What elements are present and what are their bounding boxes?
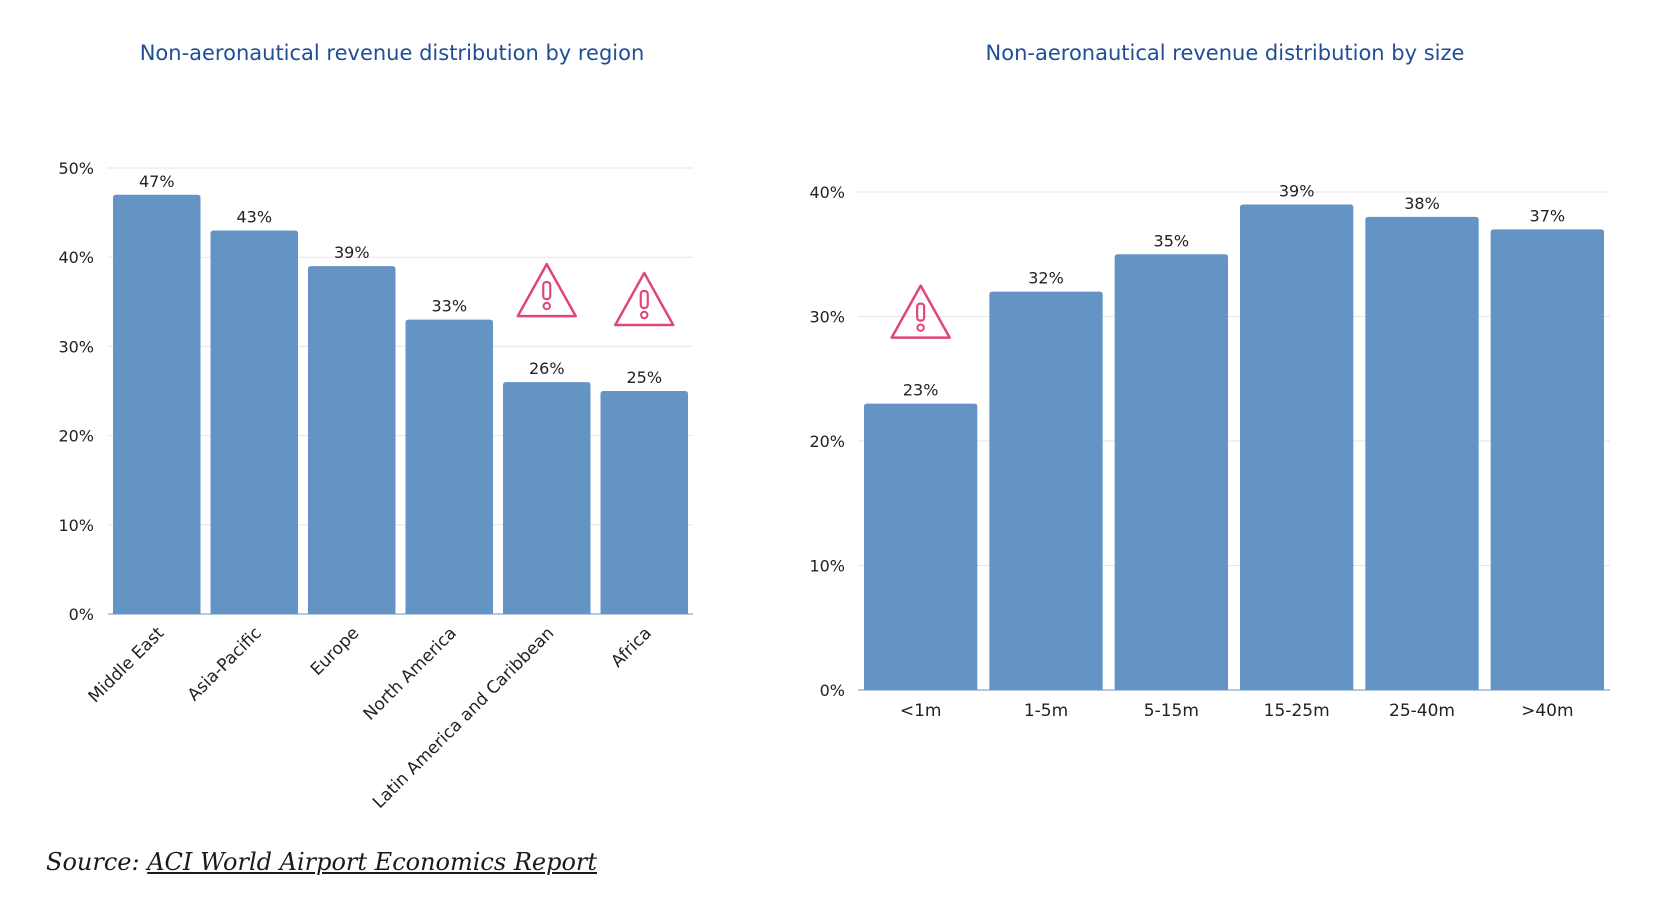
- x-tick-label: >40m: [1521, 701, 1573, 721]
- x-tick-label: Asia-Pacific: [184, 623, 266, 705]
- x-tick-label: 1-5m: [1024, 701, 1068, 721]
- bar: [210, 230, 298, 614]
- y-tick-label: 30%: [58, 337, 94, 356]
- x-tick-label: 5-15m: [1144, 701, 1199, 721]
- bar: [308, 266, 396, 614]
- y-tick-label: 0%: [820, 681, 845, 700]
- bar: [113, 194, 201, 614]
- y-tick-label: 40%: [809, 183, 845, 202]
- chart-region-title: Non-aeronautical revenue distribution by…: [140, 41, 645, 65]
- data-label: 33%: [431, 297, 467, 316]
- data-label: 47%: [139, 172, 175, 191]
- warning-triangle-icon: [516, 262, 577, 318]
- x-tick-label: Latin America and Caribbean: [369, 623, 558, 812]
- data-label: 43%: [236, 207, 272, 226]
- data-label: 35%: [1154, 231, 1190, 250]
- source-note: Source: ACI World Airport Economics Repo…: [46, 848, 597, 876]
- y-tick-label: 20%: [809, 432, 845, 451]
- bar: [405, 319, 493, 614]
- x-tick-label: 25-40m: [1389, 701, 1455, 721]
- x-tick-label: Europe: [307, 623, 363, 679]
- y-tick-label: 10%: [809, 557, 845, 576]
- x-tick-label: Middle East: [85, 623, 169, 707]
- warning-triangle-icon: [890, 284, 951, 339]
- bar: [600, 391, 688, 614]
- bar: [1490, 229, 1604, 690]
- data-label: 37%: [1530, 206, 1566, 225]
- data-label: 32%: [1028, 269, 1064, 288]
- bar: [503, 382, 591, 614]
- bar: [1365, 216, 1479, 690]
- data-label: 23%: [903, 381, 939, 400]
- x-tick-label: North America: [360, 623, 461, 724]
- y-tick-label: 10%: [58, 516, 94, 535]
- data-label: 39%: [334, 243, 370, 262]
- chart-region: Non-aeronautical revenue distribution by…: [58, 41, 693, 813]
- y-tick-label: 30%: [809, 308, 845, 327]
- x-tick-label: 15-25m: [1264, 701, 1330, 721]
- data-label: 39%: [1279, 181, 1315, 200]
- source-link[interactable]: ACI World Airport Economics Report: [147, 848, 598, 876]
- y-tick-label: 0%: [69, 605, 94, 624]
- bar: [864, 403, 978, 690]
- y-tick-label: 50%: [58, 159, 94, 178]
- bar: [989, 291, 1103, 690]
- source-prefix: Source:: [46, 848, 140, 876]
- data-label: 25%: [626, 368, 662, 387]
- y-tick-label: 20%: [58, 427, 94, 446]
- x-tick-label: <1m: [900, 701, 942, 721]
- bar: [1240, 204, 1354, 690]
- x-tick-label: Africa: [607, 623, 655, 671]
- chart-size-title: Non-aeronautical revenue distribution by…: [986, 41, 1465, 65]
- chart-size: Non-aeronautical revenue distribution by…: [809, 41, 1610, 721]
- warning-triangle-icon: [614, 271, 675, 327]
- data-label: 26%: [529, 359, 565, 378]
- y-tick-label: 40%: [58, 248, 94, 267]
- bar: [1114, 254, 1228, 690]
- data-label: 38%: [1404, 194, 1440, 213]
